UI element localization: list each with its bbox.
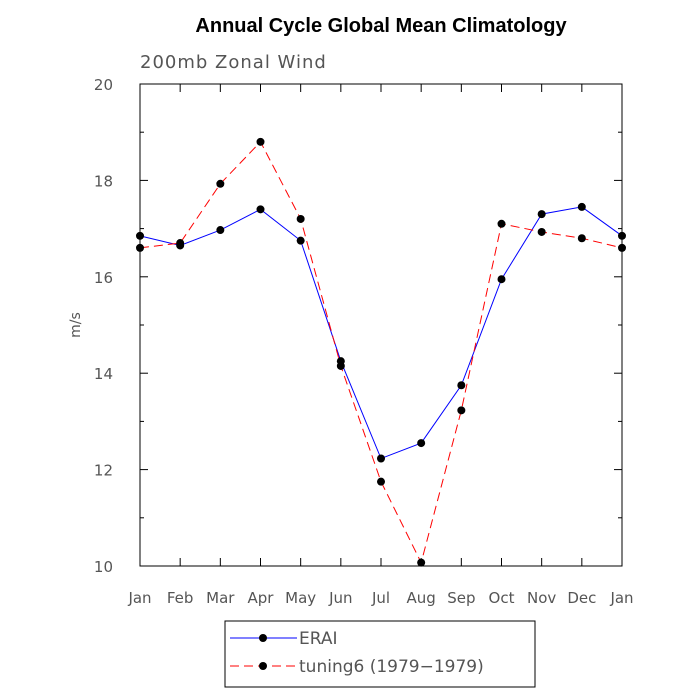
y-tick-label: 12 xyxy=(94,462,113,480)
data-point xyxy=(417,558,426,567)
x-tick-label: Dec xyxy=(567,589,596,607)
data-point xyxy=(577,202,586,211)
chart-title: Annual Cycle Global Mean Climatology xyxy=(195,15,567,37)
data-point xyxy=(457,381,466,390)
data-point xyxy=(296,236,305,245)
data-point xyxy=(417,439,426,448)
data-point xyxy=(377,454,385,463)
data-point xyxy=(377,477,385,486)
axis-ticks: Jan Feb Mar Apr May Jun Jul Aug Sep Oct Nov Dec Jan 1… xyxy=(94,76,634,607)
y-tick-label: 16 xyxy=(94,269,113,287)
legend-box xyxy=(224,620,536,688)
x-tick-label: Aug xyxy=(407,589,436,607)
x-tick-label: Oct xyxy=(489,589,515,607)
legend-label-1: tuning6 (1979−1979) xyxy=(299,657,484,677)
data-point xyxy=(618,231,626,240)
plot-frame xyxy=(139,83,623,567)
data-point xyxy=(336,361,345,370)
y-tick-label: 10 xyxy=(94,558,113,576)
data-point xyxy=(136,231,144,240)
y-tick-label: 18 xyxy=(94,172,113,190)
data-point xyxy=(497,275,506,284)
legend: ERAI tuning6 (1979−1979) xyxy=(230,629,484,677)
legend-marker-1 xyxy=(259,662,267,670)
series-line-0 xyxy=(139,206,623,460)
data-point xyxy=(457,406,466,415)
x-tick-label: Jun xyxy=(328,589,352,607)
y-axis-label: m/s xyxy=(68,312,84,338)
legend-marker-0 xyxy=(259,634,267,642)
x-tick-label: Jan xyxy=(127,589,151,607)
x-tick-label: Jul xyxy=(371,589,390,607)
x-tick-label: Feb xyxy=(167,589,194,607)
data-point xyxy=(618,243,626,252)
series-layer xyxy=(136,137,626,567)
series-line-1 xyxy=(139,140,623,565)
data-point xyxy=(176,239,185,248)
data-point xyxy=(256,137,265,146)
data-point xyxy=(216,226,225,235)
data-point xyxy=(537,210,546,219)
x-tick-label: Mar xyxy=(206,589,235,607)
x-tick-label: May xyxy=(285,589,316,607)
y-tick-label: 14 xyxy=(94,365,113,383)
chart-subtitle: 200mb Zonal Wind xyxy=(140,52,327,73)
data-point xyxy=(216,179,225,188)
data-point xyxy=(537,227,546,236)
x-tick-label: Jan xyxy=(609,589,633,607)
x-tick-label: Apr xyxy=(248,589,275,607)
data-point xyxy=(577,234,586,243)
data-point xyxy=(497,219,506,228)
data-point xyxy=(256,205,265,214)
data-point xyxy=(136,243,144,252)
legend-label-0: ERAI xyxy=(299,629,338,649)
x-tick-label: Sep xyxy=(447,589,475,607)
data-point xyxy=(296,214,305,223)
x-tick-label: Nov xyxy=(527,589,556,607)
y-tick-label: 20 xyxy=(94,76,113,94)
